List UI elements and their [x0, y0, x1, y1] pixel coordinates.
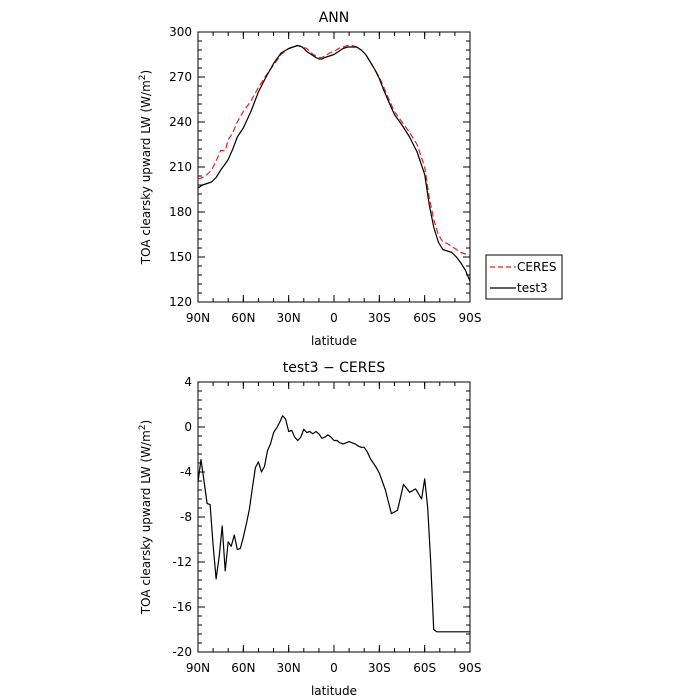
y-axis-label: TOA clearsky upward LW (W/m2)	[138, 420, 153, 615]
legend-label: CERES	[517, 260, 557, 274]
x-tick-label: 90N	[186, 661, 210, 675]
y-tick-label: -20	[172, 645, 192, 659]
y-tick-label: 240	[169, 115, 192, 129]
x-tick-label: 0	[330, 311, 338, 325]
y-axis-label-sup: 2	[138, 74, 148, 80]
x-axis-label: latitude	[311, 334, 357, 348]
y-tick-label: -12	[172, 555, 192, 569]
y-axis-label-end: )	[139, 70, 153, 75]
y-tick-label: -16	[172, 600, 192, 614]
y-axis-label-sup: 2	[138, 424, 148, 430]
y-tick-label: 120	[169, 295, 192, 309]
x-tick-label: 60N	[231, 661, 255, 675]
x-tick-label: 60N	[231, 311, 255, 325]
y-tick-label: 180	[169, 205, 192, 219]
chart-title: ANN	[319, 10, 350, 26]
y-tick-label: 210	[169, 160, 192, 174]
x-tick-label: 30S	[368, 311, 391, 325]
x-tick-label: 60S	[413, 661, 436, 675]
y-axis-label-main: TOA clearsky upward LW (W/m	[139, 80, 153, 265]
y-axis-label-end: )	[139, 420, 153, 425]
x-axis-label: latitude	[311, 684, 357, 698]
x-tick-label: 30S	[368, 661, 391, 675]
x-tick-label: 90N	[186, 311, 210, 325]
chart-panel-1: ANN 90N 60N 30N 0 30S 60S 90S 120 150 180 210 240 270…	[138, 10, 563, 348]
x-tick-label: 30N	[277, 311, 301, 325]
x-tick-label: 30N	[277, 661, 301, 675]
y-tick-label: 4	[184, 375, 192, 389]
x-tick-label: 90S	[459, 661, 482, 675]
legend-label: test3	[517, 281, 548, 295]
y-axis-label-main: TOA clearsky upward LW (W/m	[139, 430, 153, 615]
y-tick-label: 0	[184, 420, 192, 434]
plot-frame	[197, 31, 471, 303]
series-line-ceres	[197, 44, 471, 257]
y-axis-label: TOA clearsky upward LW (W/m2)	[138, 70, 153, 265]
x-tick-label: 60S	[413, 311, 436, 325]
y-tick-label: -4	[180, 465, 192, 479]
y-tick-label: -8	[180, 510, 192, 524]
plot-frame	[197, 381, 471, 653]
series-line-test3	[197, 44, 471, 282]
chart-panel-2: test3 − CERES 90N 60N 30N 0 30S 60S 90S -20 -16 -1…	[138, 360, 481, 698]
chart-title: test3 − CERES	[283, 360, 386, 376]
y-tick-label: 300	[169, 25, 192, 39]
x-tick-label: 90S	[459, 311, 482, 325]
legend-box	[485, 254, 563, 300]
y-tick-label: 270	[169, 70, 192, 84]
y-tick-label: 150	[169, 250, 192, 264]
legend: CERES test3	[485, 254, 563, 300]
x-tick-label: 0	[330, 661, 338, 675]
series-line-difference	[197, 415, 470, 633]
